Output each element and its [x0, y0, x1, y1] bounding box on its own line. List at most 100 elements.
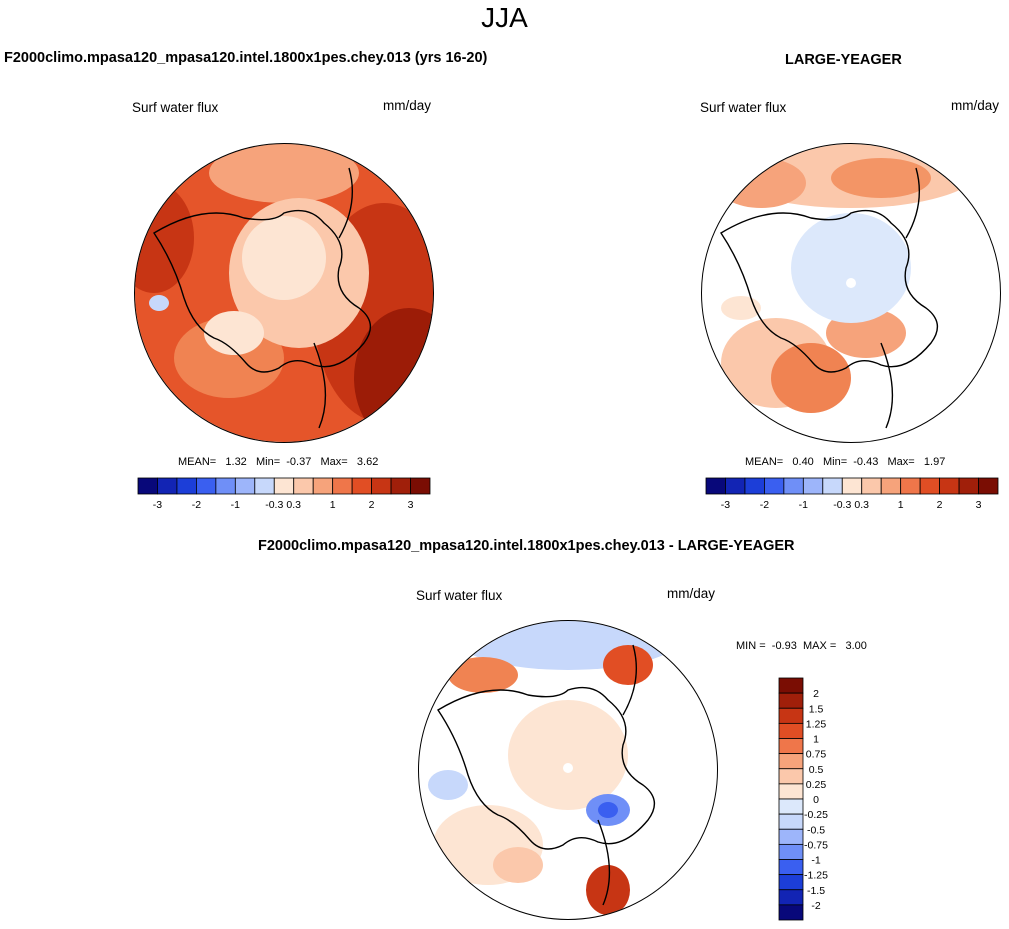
- panel-3-max-label: MAX =: [802, 640, 837, 652]
- cbar2-tick-label: -0.3: [833, 499, 851, 511]
- panel-1-max-value: 3.62: [356, 456, 379, 468]
- cbar3-swatch-7: [778, 783, 804, 800]
- cbar1-swatch-4: [215, 477, 236, 495]
- cbar2-swatch-2: [744, 477, 765, 495]
- cbar3-tick-label: -0.5: [807, 824, 825, 836]
- cbar1-swatch-13: [390, 477, 411, 495]
- cbar1-tick-label: 0.3: [286, 499, 301, 511]
- map2-coastline: [720, 209, 939, 373]
- cbar3-swatch-6: [778, 768, 804, 785]
- panel-2-units-label: mm/day: [951, 98, 1000, 113]
- cbar1-tick-label: 1: [330, 499, 336, 511]
- cbar1-swatch-5: [234, 477, 256, 495]
- cbar3-tick-label: 1: [813, 734, 819, 746]
- cbar3-swatch-5: [778, 753, 804, 770]
- cbar2-swatch-7: [841, 477, 863, 495]
- cbar2-tick-label: 3: [976, 499, 982, 511]
- panel-3-stats: MIN = -0.93 MAX = 3.00: [736, 640, 867, 652]
- map2-pole-hole: [846, 278, 856, 288]
- cbar1-swatch-0: [137, 477, 158, 495]
- cbar2-tick-label: -2: [760, 499, 769, 511]
- map1-arctic-core: [242, 216, 326, 300]
- cbar1-swatch-2: [176, 477, 197, 495]
- cbar3-swatch-12: [778, 859, 804, 876]
- cbar1-tick-label: 3: [408, 499, 414, 511]
- map1-negative-spot: [149, 295, 169, 311]
- map2-hudson-light: [721, 296, 761, 320]
- cbar2-swatch-6: [822, 477, 843, 495]
- cbar3-tick-label: 0.75: [806, 749, 827, 761]
- cbar3-tick-label: -0.75: [804, 839, 828, 851]
- map2-arctic-negative: [791, 213, 911, 323]
- map1-coastline: [153, 209, 372, 373]
- map1-pacific-moderate: [209, 144, 359, 203]
- cbar3-tick-label: -2: [811, 900, 820, 912]
- cbar2-swatch-10: [900, 477, 921, 495]
- cbar2-swatch-4: [783, 477, 804, 495]
- cbar1-tick-label: -3: [153, 499, 162, 511]
- panel-1-colorbar: -3 -2 -1 -0.3 0.3 1 2 3: [137, 477, 431, 511]
- panel-2-stats: MEAN= 0.40 Min= -0.43 Max= 1.97: [745, 456, 945, 468]
- cbar2-swatch-9: [880, 477, 902, 495]
- panel-1-mean-label: MEAN=: [178, 456, 217, 468]
- cbar2-swatch-0: [705, 477, 726, 495]
- cbar3-swatch-3: [778, 722, 804, 739]
- panel-3-units-label: mm/day: [667, 586, 716, 601]
- map1-coastline-2: [313, 167, 354, 429]
- cbar3-tick-label: 0.25: [806, 779, 827, 791]
- map2-pacific-west: [716, 158, 806, 208]
- cbar2-swatch-13: [958, 477, 979, 495]
- cbar2-tick-label: -1: [799, 499, 808, 511]
- main-title: JJA: [481, 2, 528, 33]
- cbar3-swatch-14: [778, 889, 804, 906]
- map3-atlantic-moderate: [493, 847, 543, 883]
- cbar1-tick-label: -2: [192, 499, 201, 511]
- panel-2-min-value: -0.43: [853, 456, 879, 468]
- cbar3-swatch-15: [778, 904, 804, 921]
- cbar1-swatch-11: [351, 477, 372, 495]
- map2-border: [701, 143, 1001, 443]
- cbar3-swatch-9: [778, 813, 804, 830]
- cbar2-tick-label: 1: [898, 499, 904, 511]
- cbar1-swatch-7: [273, 477, 295, 495]
- cbar2-swatch-14: [978, 477, 999, 495]
- map2-pacific-east: [831, 158, 931, 198]
- cbar1-swatch-14: [410, 477, 431, 495]
- cbar3-tick-label: 0.5: [809, 764, 824, 776]
- map3-coastline: [437, 686, 656, 850]
- panel-3-variable-label: Surf water flux: [416, 588, 503, 603]
- panel-1-title: F2000climo.mpasa120_mpasa120.intel.1800x…: [4, 50, 488, 66]
- panel-1-max-label: Max=: [320, 456, 348, 468]
- cbar1-swatch-6: [254, 477, 275, 495]
- cbar2-swatch-12: [939, 477, 960, 495]
- cbar3-swatch-11: [778, 843, 804, 860]
- cbar2-tick-label: 0.3: [854, 499, 869, 511]
- panel-1-min-label: Min=: [255, 456, 281, 468]
- cbar1-swatch-12: [371, 477, 392, 495]
- panel-3-colorbar: 2 1.5 1.25 1 0.75 0.5 0.25 0 -0.25 -0.5 -0.75 -1 -1.…: [778, 677, 828, 921]
- cbar2-swatch-3: [764, 477, 785, 495]
- cbar2-tick-label: -3: [721, 499, 730, 511]
- cbar1-tick-label: -0.3: [265, 499, 283, 511]
- map1-border: [134, 143, 434, 443]
- map2-coastline-2: [880, 167, 921, 429]
- panel-2-colorbar: -3 -2 -1 -0.3 0.3 1 2 3: [705, 477, 999, 511]
- panel-3-min-label: MIN =: [736, 640, 766, 652]
- cbar3-tick-label: -0.25: [804, 809, 828, 821]
- cbar1-swatch-1: [157, 477, 178, 495]
- panel-2-variable-label: Surf water flux: [700, 100, 787, 115]
- cbar3-swatch-8: [778, 798, 804, 815]
- cbar2-swatch-8: [861, 477, 882, 495]
- panel-1-variable-label: Surf water flux: [132, 100, 219, 115]
- map1-alaska-high: [135, 183, 194, 293]
- panel-2-min-label: Min=: [822, 456, 848, 468]
- panel-1-min-value: -0.37: [286, 456, 312, 468]
- panel-1-polar-map: [134, 143, 434, 443]
- cbar3-swatch-2: [778, 707, 804, 724]
- panel-3-title: F2000climo.mpasa120_mpasa120.intel.1800x…: [258, 538, 795, 554]
- map3-okhotsk-positive: [603, 645, 653, 685]
- cbar2-swatch-11: [919, 477, 940, 495]
- cbar1-swatch-3: [196, 477, 217, 495]
- cbar3-tick-label: 1.25: [806, 718, 827, 730]
- cbar3-swatch-10: [778, 828, 804, 845]
